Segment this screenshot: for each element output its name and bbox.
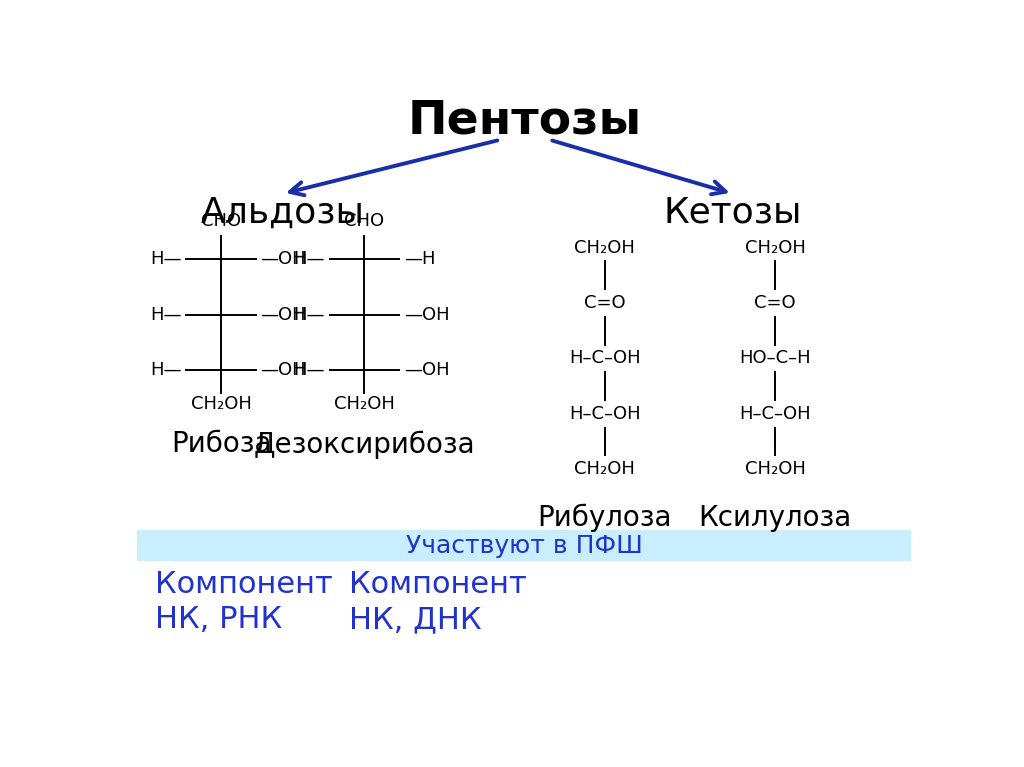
Text: Компонент: Компонент (349, 570, 526, 598)
Text: CH₂OH: CH₂OH (190, 395, 252, 413)
Text: H—: H— (293, 361, 325, 379)
Text: C=O: C=O (755, 294, 796, 312)
FancyBboxPatch shape (137, 530, 910, 561)
Text: Участвуют в ПФШ: Участвуют в ПФШ (407, 534, 643, 558)
Text: НК, ДНК: НК, ДНК (349, 605, 481, 634)
Text: H–C–OH: H–C–OH (568, 350, 640, 367)
Text: Кетозы: Кетозы (664, 196, 802, 230)
Text: —OH: —OH (403, 361, 450, 379)
Text: H—: H— (150, 305, 181, 324)
Text: H–C–OH: H–C–OH (739, 405, 811, 423)
Text: HO–C–H: HO–C–H (739, 350, 811, 367)
Text: CH₂OH: CH₂OH (574, 460, 635, 479)
Text: CH₂OH: CH₂OH (334, 395, 395, 413)
Text: —OH: —OH (260, 250, 306, 268)
Text: —OH: —OH (260, 305, 306, 324)
Text: Компонент: Компонент (155, 570, 333, 598)
Text: —H: —H (403, 250, 435, 268)
Text: H—: H— (293, 250, 325, 268)
Text: Альдозы: Альдозы (201, 196, 365, 230)
Text: —OH: —OH (403, 305, 450, 324)
Text: Дезоксирибоза: Дезоксирибоза (254, 430, 475, 459)
Text: CH₂OH: CH₂OH (574, 239, 635, 257)
Text: Рибулоза: Рибулоза (538, 504, 672, 532)
Text: Рибоза: Рибоза (171, 430, 271, 458)
Text: H—: H— (150, 250, 181, 268)
Text: CHO: CHO (201, 212, 241, 230)
Text: H–C–OH: H–C–OH (568, 405, 640, 423)
Text: CH₂OH: CH₂OH (744, 239, 806, 257)
Text: H—: H— (293, 305, 325, 324)
Text: Ксилулоза: Ксилулоза (698, 504, 852, 532)
Text: НК, РНК: НК, РНК (155, 605, 283, 634)
Text: CH₂OH: CH₂OH (744, 460, 806, 479)
Text: H—: H— (150, 361, 181, 379)
Text: CHO: CHO (344, 212, 384, 230)
Text: Пентозы: Пентозы (408, 98, 642, 143)
Text: —OH: —OH (260, 361, 306, 379)
Text: C=O: C=O (584, 294, 626, 312)
